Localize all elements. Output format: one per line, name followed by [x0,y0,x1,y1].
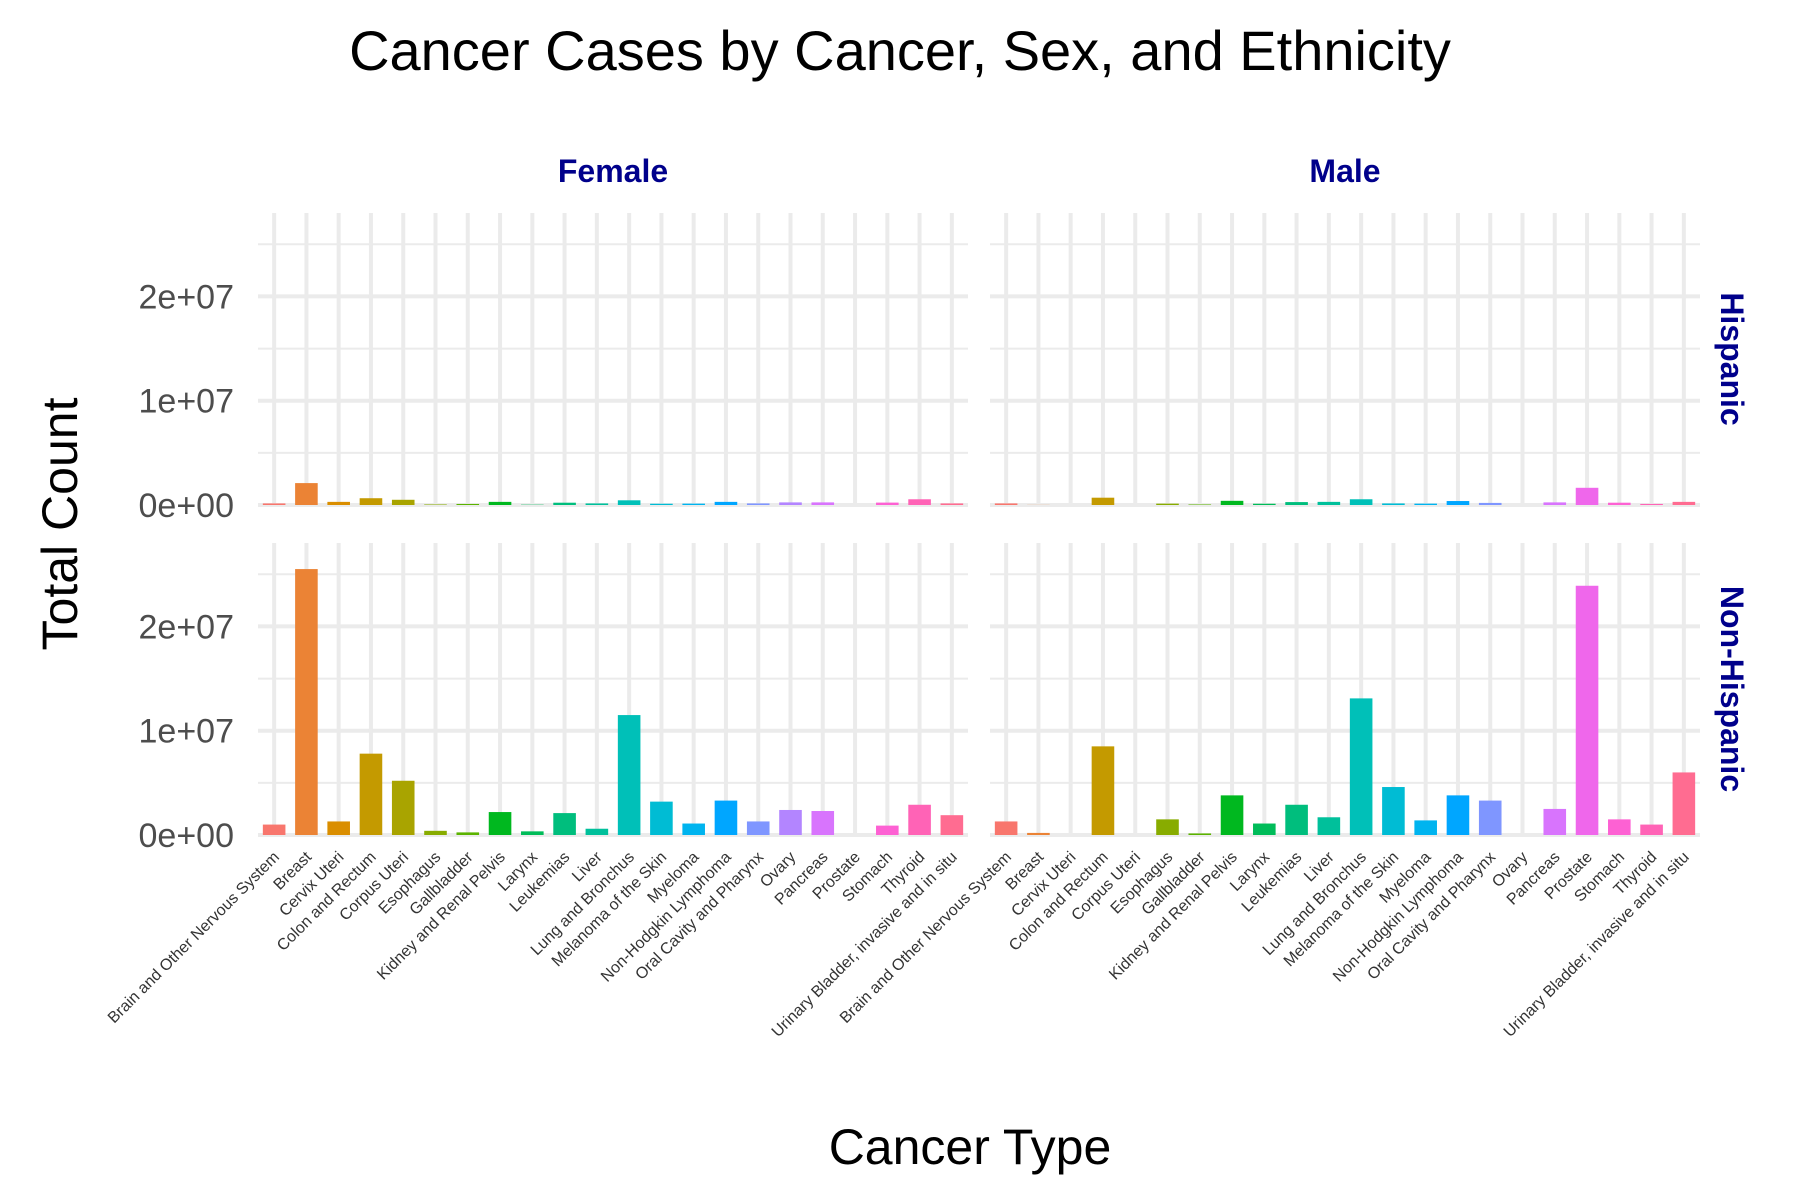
bar-female-non-hispanic-esophagus [424,830,447,835]
bar-female-non-hispanic-lung-and-bronchus [617,715,641,835]
bar-female-hispanic-leukemias [553,502,576,505]
bar-male-non-hispanic-lung-and-bronchus [1349,698,1373,835]
bar-male-hispanic-myeloma [1414,503,1437,505]
bar-female-hispanic-oral-cavity-and-pharynx [746,503,770,505]
bar-male-hispanic-lung-and-bronchus [1349,499,1373,505]
bar-male-non-hispanic-non-hodgkin-lymphoma [1446,795,1470,835]
bar-female-non-hispanic-larynx [521,831,544,835]
chart-title: Cancer Cases by Cancer, Sex, and Ethnici… [349,19,1451,82]
bar-male-hispanic-thyroid [1640,503,1663,505]
bar-male-hispanic-non-hodgkin-lymphoma [1446,501,1470,505]
bar-female-hispanic-kidney-and-renal-pelvis [488,501,512,505]
bar-female-non-hispanic-kidney-and-renal-pelvis [488,812,512,835]
bar-male-hispanic-gallbladder [1188,504,1212,505]
bar-female-hispanic-myeloma [682,503,705,505]
bar-female-hispanic-lung-and-bronchus [617,500,641,505]
bar-female-non-hispanic-thyroid [908,804,931,835]
bar-female-hispanic-corpus-uteri [391,499,415,505]
bar-female-non-hispanic-leukemias [553,813,576,835]
bar-female-hispanic-thyroid [908,499,931,505]
bar-female-hispanic-gallbladder [456,503,480,505]
facet-label-hispanic: Hispanic [1714,292,1750,425]
bar-male-non-hispanic-melanoma-of-the-skin [1382,787,1405,835]
bar-female-non-hispanic-pancreas [811,811,835,835]
bar-male-hispanic-kidney-and-renal-pelvis [1220,500,1244,505]
bar-female-non-hispanic-ovary [779,809,802,835]
bar-female-non-hispanic-urinary-bladder-invasive-and-in-situ [940,815,964,835]
bar-female-non-hispanic-brain-and-other-nervous-system [262,824,286,835]
bar-male-hispanic-leukemias [1285,502,1308,505]
bar-male-hispanic-liver [1317,501,1341,505]
x-axis-title: Cancer Type [828,1119,1112,1175]
facet-label-non-hispanic: Non-Hispanic [1714,586,1750,792]
bar-female-non-hispanic-stomach [876,825,899,835]
y-tick-label: 2e+07 [139,608,235,646]
bar-male-hispanic-stomach [1608,502,1631,505]
bar-male-non-hispanic-larynx [1253,823,1276,835]
bar-male-hispanic-esophagus [1156,503,1179,505]
y-tick-label: 2e+07 [139,278,235,316]
bar-male-hispanic-brain-and-other-nervous-system [994,503,1018,505]
y-tick-label: 0e+00 [139,817,235,855]
bar-male-hispanic-colon-and-rectum [1091,497,1115,505]
bar-female-non-hispanic-corpus-uteri [391,780,415,835]
bar-male-hispanic-oral-cavity-and-pharynx [1478,502,1502,505]
bar-female-hispanic-colon-and-rectum [359,498,383,505]
bar-female-hispanic-cervix-uteri [327,501,350,505]
bar-male-hispanic-pancreas [1543,502,1567,505]
bar-female-non-hispanic-non-hodgkin-lymphoma [714,800,738,835]
facet-label-male: Male [1309,153,1380,189]
bar-female-non-hispanic-colon-and-rectum [359,753,383,835]
bar-male-non-hispanic-thyroid [1640,824,1663,835]
bar-female-non-hispanic-gallbladder [456,832,480,835]
bar-male-non-hispanic-colon-and-rectum [1091,746,1115,835]
bar-female-hispanic-melanoma-of-the-skin [650,503,673,505]
y-tick-label: 1e+07 [139,713,235,751]
bar-male-hispanic-melanoma-of-the-skin [1382,503,1405,505]
bar-female-hispanic-pancreas [811,502,835,505]
bar-male-non-hispanic-prostate [1575,585,1599,835]
bar-female-non-hispanic-cervix-uteri [327,821,350,835]
bar-male-hispanic-prostate [1575,487,1599,505]
bar-male-non-hispanic-kidney-and-renal-pelvis [1220,795,1244,835]
bar-female-hispanic-non-hodgkin-lymphoma [714,501,738,505]
bar-male-non-hispanic-leukemias [1285,804,1308,835]
bar-male-non-hispanic-oral-cavity-and-pharynx [1478,800,1502,835]
bar-female-non-hispanic-liver [585,828,609,835]
y-tick-label: 0e+00 [139,487,235,525]
bar-male-non-hispanic-pancreas [1543,808,1567,835]
bar-male-non-hispanic-urinary-bladder-invasive-and-in-situ [1672,772,1696,835]
bar-male-non-hispanic-breast [1027,832,1050,835]
bar-male-hispanic-larynx [1253,503,1276,505]
bar-female-hispanic-esophagus [424,504,447,505]
bar-male-non-hispanic-liver [1317,817,1341,835]
bar-male-non-hispanic-esophagus [1156,819,1179,835]
bar-male-non-hispanic-stomach [1608,819,1631,835]
bar-male-hispanic-urinary-bladder-invasive-and-in-situ [1672,501,1696,505]
bar-female-non-hispanic-myeloma [682,823,705,835]
bar-female-hispanic-stomach [876,502,899,505]
bar-male-non-hispanic-brain-and-other-nervous-system [994,821,1018,835]
bar-female-non-hispanic-melanoma-of-the-skin [650,801,673,835]
bar-female-non-hispanic-oral-cavity-and-pharynx [746,821,770,835]
x-tick-label: Brain and Other Nervous System [105,849,283,1027]
bar-male-non-hispanic-gallbladder [1188,833,1212,835]
bar-female-hispanic-liver [585,503,609,505]
bar-female-hispanic-brain-and-other-nervous-system [262,503,286,505]
facet-label-female: Female [558,153,668,189]
bar-female-non-hispanic-breast [295,569,318,835]
y-tick-label: 1e+07 [139,383,235,421]
bar-female-hispanic-breast [295,483,318,505]
bar-female-hispanic-ovary [779,502,802,505]
bar-female-hispanic-urinary-bladder-invasive-and-in-situ [940,503,964,505]
bar-male-non-hispanic-myeloma [1414,820,1437,835]
